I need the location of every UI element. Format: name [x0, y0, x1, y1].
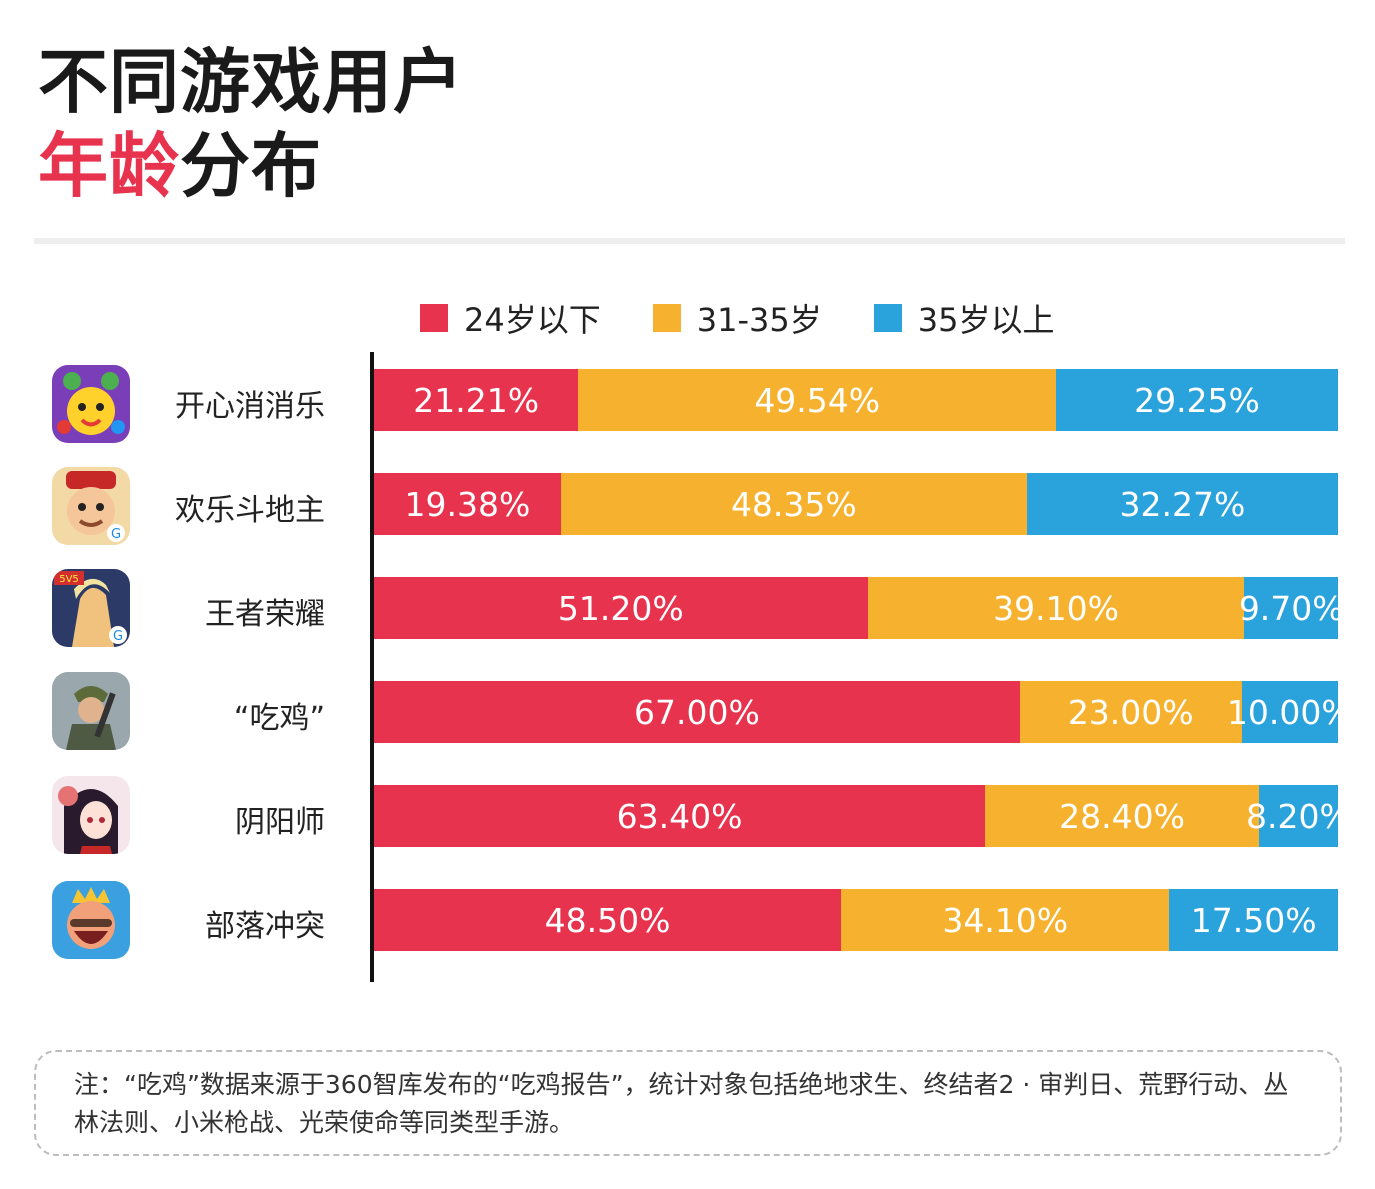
- bar-segment-age31-35: 34.10%: [841, 889, 1170, 951]
- title-line-2: 年龄分布: [38, 124, 464, 208]
- data-label: 48.50%: [544, 900, 671, 940]
- data-label: 48.35%: [730, 484, 857, 524]
- svg-text:G: G: [113, 629, 123, 644]
- data-label: 19.38%: [404, 484, 531, 524]
- data-label: 17.50%: [1190, 900, 1317, 940]
- data-label: 39.10%: [993, 588, 1119, 628]
- category-label: 开心消消乐: [175, 389, 325, 424]
- candy-game-icon: [52, 365, 130, 443]
- data-label: 63.40%: [616, 796, 743, 836]
- pubg-icon: [52, 672, 130, 750]
- data-label: 49.54%: [754, 380, 881, 420]
- onmyoji-icon: [52, 776, 130, 854]
- bar-segment-over35: 32.27%: [1026, 473, 1338, 535]
- category-label: 部落冲突: [205, 909, 325, 944]
- bar-segment-under24: 67.00%: [374, 681, 1020, 743]
- data-label: 28.40%: [1059, 796, 1185, 836]
- data-label: 34.10%: [942, 900, 1069, 940]
- data-label: 29.25%: [1134, 380, 1260, 420]
- data-label: 21.21%: [413, 380, 540, 420]
- bar-segment-under24: 21.21%: [374, 369, 579, 431]
- legend-label-31-35: 31-35岁: [696, 301, 822, 339]
- title-divider: [34, 238, 1345, 244]
- category-label: “吃鸡”: [233, 701, 325, 736]
- bar-segment-age31-35: 48.35%: [560, 473, 1027, 535]
- category-label: 王者荣耀: [205, 597, 325, 632]
- landlord-game-icon: G: [52, 467, 130, 545]
- footnote: 注：“吃鸡”数据来源于360智库发布的“吃鸡报告”，统计对象包括绝地求生、终结者…: [34, 1050, 1342, 1156]
- data-label: 67.00%: [634, 692, 760, 732]
- svg-text:G: G: [111, 527, 121, 542]
- bar-segment-under24: 63.40%: [374, 785, 986, 847]
- data-label: 32.27%: [1119, 484, 1246, 524]
- clash-royale-icon: [52, 881, 130, 959]
- legend-item-over35: 35岁以上: [873, 295, 1055, 341]
- title-accent: 年龄: [38, 125, 180, 207]
- chart-legend: 24岁以下 31-35岁 35岁以上: [420, 295, 1054, 341]
- bar-segment-over35: 8.20%: [1246, 785, 1351, 847]
- data-label: 9.70%: [1238, 588, 1344, 628]
- category-label: 欢乐斗地主: [175, 493, 325, 528]
- bar-segment-under24: 19.38%: [374, 473, 561, 535]
- legend-swatch-31-35: [652, 304, 681, 332]
- title-rest: 分布: [180, 125, 322, 207]
- bar-segment-over35: 17.50%: [1169, 889, 1338, 951]
- bar-segment-over35: 9.70%: [1239, 577, 1344, 639]
- title-line-1: 不同游戏用户: [38, 41, 464, 123]
- data-label: 23.00%: [1067, 692, 1194, 732]
- bar-segment-age31-35: 28.40%: [985, 785, 1259, 847]
- page-title: 不同游戏用户 年龄分布: [38, 40, 464, 208]
- bar-segment-under24: 51.20%: [374, 577, 868, 639]
- bar-segment-over35: 29.25%: [1056, 369, 1338, 431]
- legend-label-under24: 24岁以下: [464, 301, 601, 339]
- legend-label-over35: 35岁以上: [917, 301, 1055, 339]
- bar-segment-age31-35: 39.10%: [867, 577, 1245, 639]
- legend-item-under24: 24岁以下: [420, 295, 601, 341]
- bar-segment-age31-35: 23.00%: [1019, 681, 1242, 743]
- honor-of-kings-icon: 5V5 G: [52, 569, 130, 647]
- bar-segment-under24: 48.50%: [374, 889, 842, 951]
- svg-text:5V5: 5V5: [59, 574, 79, 585]
- data-label: 8.20%: [1246, 796, 1351, 836]
- category-label: 阴阳师: [235, 805, 325, 840]
- bar-segment-over35: 10.00%: [1227, 681, 1353, 743]
- legend-swatch-over35: [873, 304, 902, 332]
- data-label: 10.00%: [1226, 692, 1353, 732]
- y-axis-line: [370, 352, 374, 982]
- legend-item-31-35: 31-35岁: [652, 295, 822, 341]
- data-label: 51.20%: [557, 588, 684, 628]
- legend-swatch-under24: [420, 304, 448, 332]
- bar-segment-age31-35: 49.54%: [578, 369, 1057, 431]
